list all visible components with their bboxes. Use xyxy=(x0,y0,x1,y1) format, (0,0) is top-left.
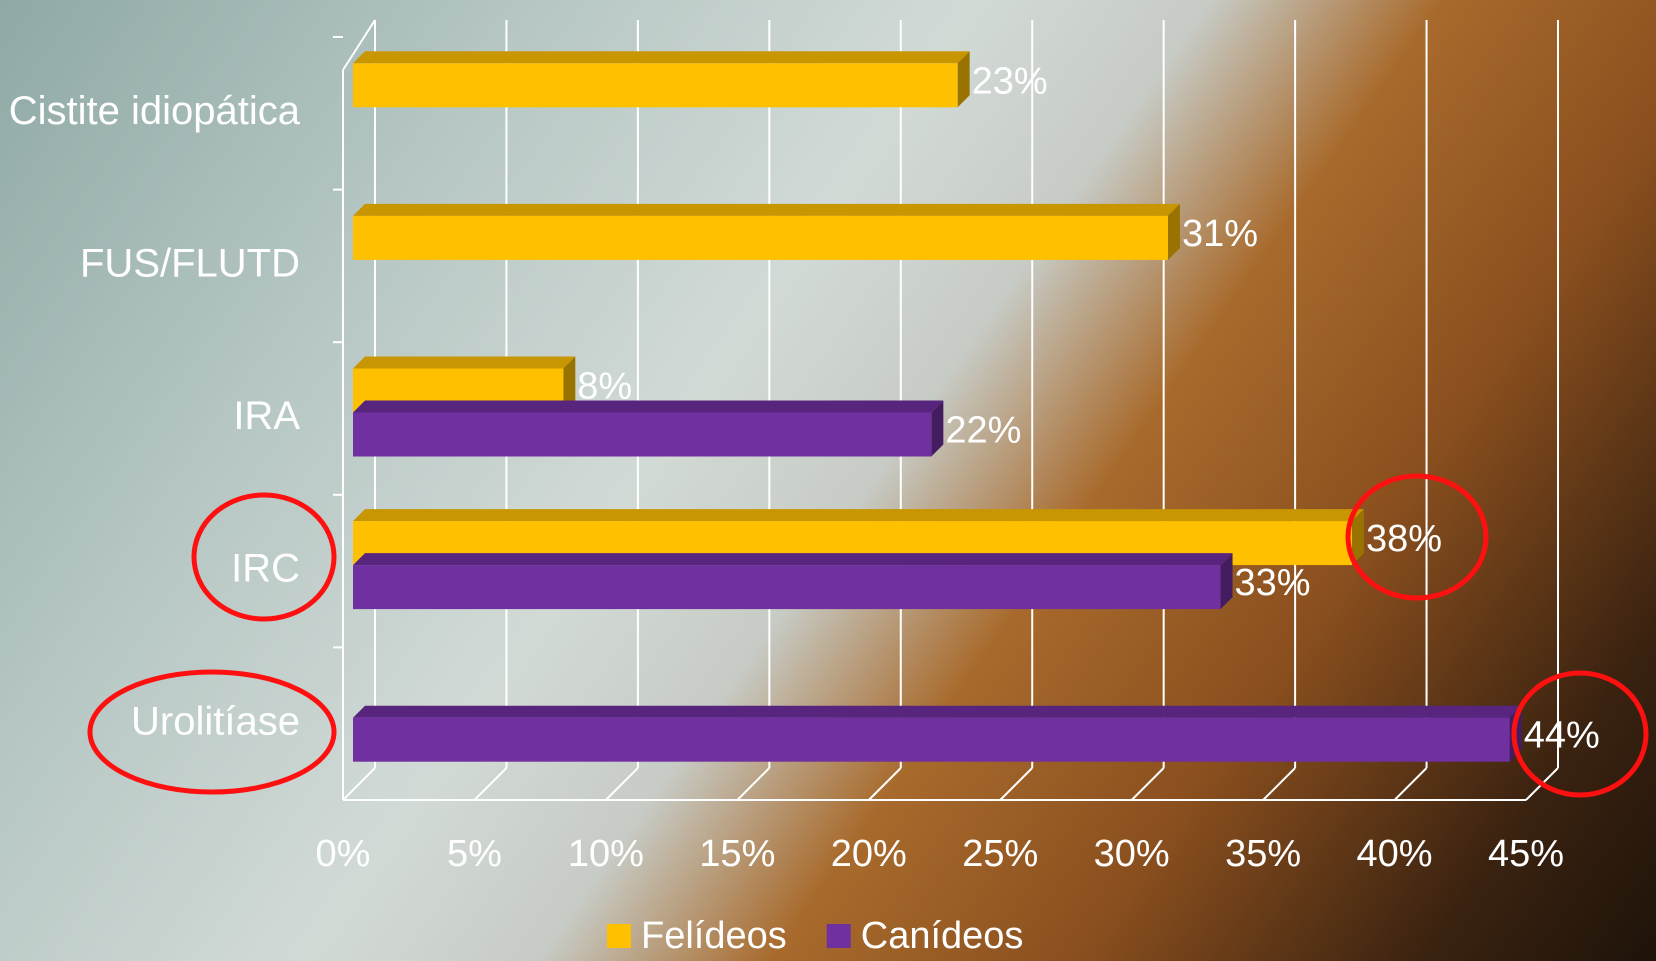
legend-swatch xyxy=(607,924,631,948)
legend-swatch xyxy=(826,924,851,948)
y-tick-label: IRC xyxy=(231,547,300,591)
highlight-circle xyxy=(191,492,337,622)
highlight-circle xyxy=(1511,670,1649,798)
bar-top xyxy=(353,509,1364,522)
bar xyxy=(353,63,958,108)
y-axis-back xyxy=(342,19,376,71)
bar-side xyxy=(1167,203,1180,260)
data-label: 31% xyxy=(1182,213,1258,255)
bar-top xyxy=(353,356,576,369)
grid-floor-line xyxy=(342,767,376,801)
grid-floor-line xyxy=(1393,767,1428,801)
bar-top xyxy=(353,400,944,413)
grid-floor-line xyxy=(473,767,508,801)
x-tick-label: 45% xyxy=(1488,833,1564,875)
bar-side xyxy=(1220,553,1233,610)
grid-floor-line xyxy=(1262,767,1296,801)
y-tick-label: IRA xyxy=(233,394,300,438)
bar xyxy=(353,565,1221,610)
bar xyxy=(353,215,1168,260)
legend-label: Felídeos xyxy=(641,915,787,957)
bar-side xyxy=(931,400,944,457)
highlight-circle xyxy=(1345,473,1489,601)
x-tick-label: 20% xyxy=(831,833,907,875)
bar xyxy=(353,717,1510,762)
x-tick-label: 5% xyxy=(447,833,502,875)
bar-top xyxy=(353,553,1233,566)
highlight-circle xyxy=(87,669,337,795)
bar-top xyxy=(353,705,1522,718)
x-tick-label: 30% xyxy=(1094,833,1170,875)
annotations xyxy=(87,473,1649,798)
grid-floor-line xyxy=(999,767,1033,801)
data-label: 23% xyxy=(972,60,1048,102)
x-tick-label: 0% xyxy=(316,833,371,875)
y-tick-label: Cistite idiopática xyxy=(9,89,301,133)
x-tick-label: 15% xyxy=(699,833,775,875)
grid-floor-line xyxy=(736,767,771,801)
data-label: 33% xyxy=(1235,562,1311,604)
bar-top xyxy=(353,203,1180,216)
legend-label: Canídeos xyxy=(861,915,1024,957)
data-label: 44% xyxy=(1524,715,1600,757)
x-tick-label: 40% xyxy=(1357,833,1433,875)
bar xyxy=(353,412,932,457)
grid-floor-line xyxy=(868,767,902,801)
y-tick-label: Urolitíase xyxy=(131,699,300,743)
bar-top xyxy=(353,51,970,64)
y-tick-label: FUS/FLUTD xyxy=(80,241,300,285)
bar-side xyxy=(563,356,576,413)
grid-floor-line xyxy=(1130,767,1165,801)
x-tick-label: 25% xyxy=(962,833,1038,875)
x-tick-label: 10% xyxy=(568,833,644,875)
bar-side xyxy=(957,51,970,108)
grid-floor-line xyxy=(605,767,639,801)
data-label: 22% xyxy=(945,410,1021,452)
bar-side xyxy=(1351,509,1364,566)
data-label: 38% xyxy=(1366,518,1442,560)
x-tick-label: 35% xyxy=(1225,833,1301,875)
